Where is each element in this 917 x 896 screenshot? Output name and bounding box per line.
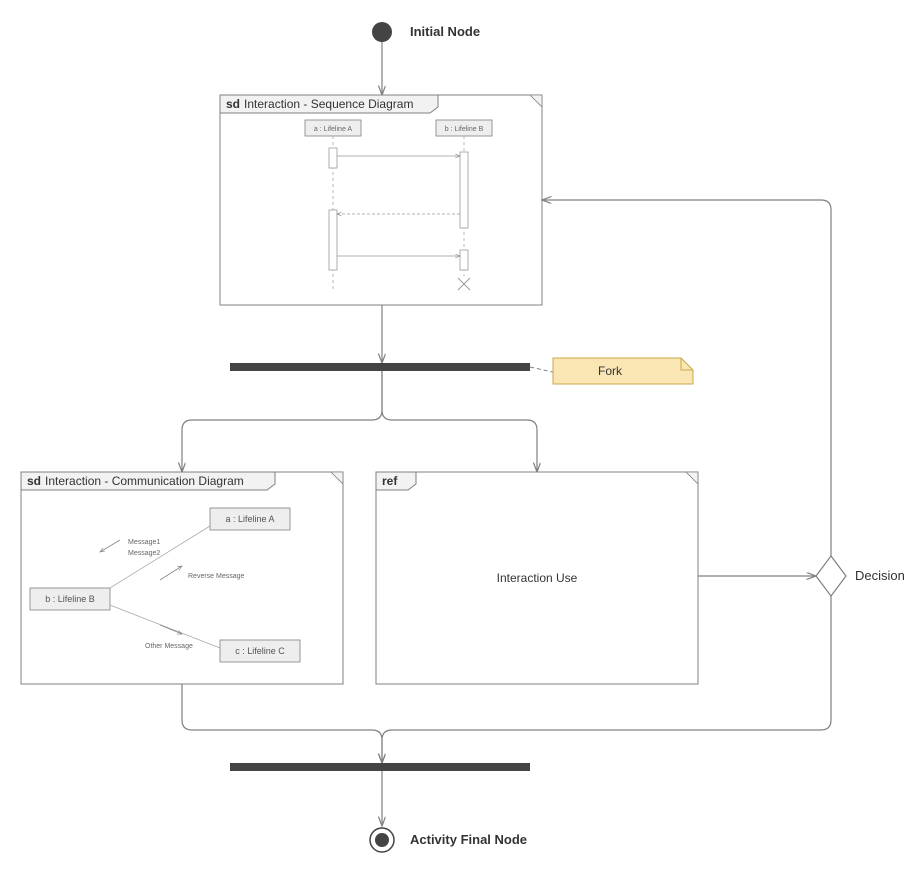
- fork-note-label: Fork: [598, 364, 623, 378]
- edge-fork-comm: [182, 371, 382, 472]
- comm-revmsg: Reverse Message: [188, 573, 245, 580]
- comm-title: Interaction - Communication Diagram: [45, 474, 244, 488]
- edge-comm-join: [182, 684, 382, 763]
- seq-title: Interaction - Sequence Diagram: [244, 97, 413, 111]
- seq-lifeline-a-label: a : Lifeline A: [314, 126, 352, 133]
- final-node-label: Activity Final Node: [410, 832, 527, 847]
- seq-lifeline-b-label: b : Lifeline B: [445, 126, 484, 133]
- decision-label: Decision: [855, 568, 905, 583]
- activity-final-node: Activity Final Node: [370, 828, 527, 852]
- svg-text:sdInteraction - Communication: sd Interaction - Communication Diagram: [27, 474, 244, 488]
- comm-othermsg: Other Message: [145, 643, 193, 650]
- comm-msg2: Message2: [128, 550, 160, 557]
- communication-diagram-frame: sd Interaction - Communication Diagram a …: [21, 472, 343, 684]
- comm-lb-label: b : Lifeline B: [45, 594, 95, 604]
- comm-lc-label: c : Lifeline C: [235, 646, 285, 656]
- decision-node: Decision: [816, 556, 905, 596]
- edge-fork-ref: [382, 371, 537, 472]
- initial-node: Initial Node: [372, 22, 480, 42]
- fork-note-anchor: [530, 367, 553, 372]
- interaction-use-frame: ref Interaction Use: [376, 472, 698, 684]
- sequence-diagram-frame: sd Interaction - Sequence Diagram a : Lif…: [220, 95, 542, 305]
- ref-tag: ref: [382, 474, 398, 488]
- comm-msg1: Message1: [128, 539, 160, 546]
- seq-tag: sd: [226, 97, 240, 111]
- initial-node-label: Initial Node: [410, 24, 480, 39]
- comm-tag: sd: [27, 474, 41, 488]
- join-bar: [230, 763, 530, 771]
- svg-text:sdInteraction - Sequence Diagr: sd Interaction - Sequence Diagram: [226, 97, 413, 111]
- ref-center-label: Interaction Use: [497, 571, 578, 585]
- comm-la-label: a : Lifeline A: [225, 514, 274, 524]
- fork-note: Fork: [553, 358, 693, 384]
- fork-bar: [230, 363, 530, 371]
